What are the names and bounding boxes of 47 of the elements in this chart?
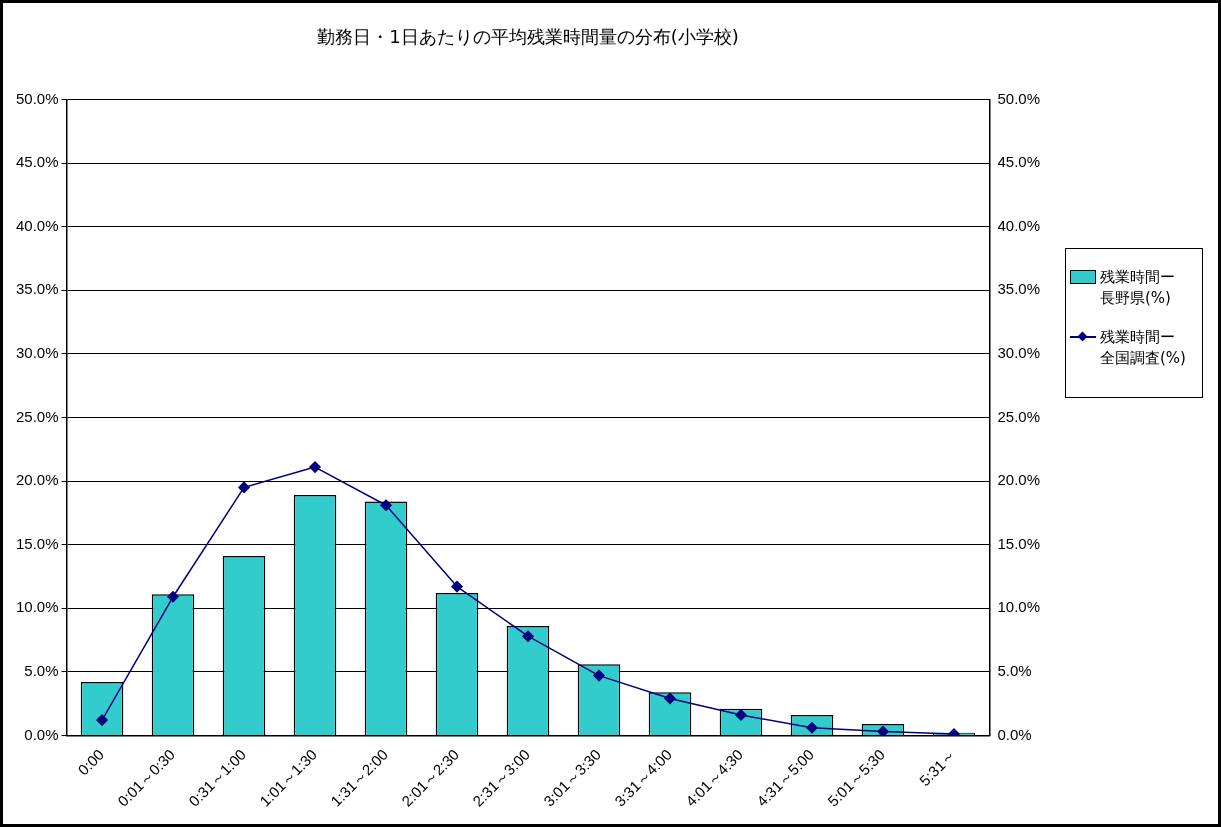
y-tick-label: 15.0% — [15, 534, 59, 552]
y-tick-label: 20.0% — [15, 471, 59, 489]
y-tick-label: 0.0% — [24, 725, 59, 743]
y-tick-label: 5.0% — [24, 661, 59, 679]
point — [877, 725, 889, 736]
x-tick-label: 3:31～4:00 — [611, 745, 676, 810]
point — [309, 461, 321, 473]
y-tick-label: 50.0% — [15, 89, 59, 107]
y-tick-label: 30.0% — [15, 344, 59, 362]
point — [167, 591, 179, 603]
y-tick-label: 25.0% — [15, 407, 59, 425]
point — [451, 580, 463, 593]
x-tick-label: 0:01～0:30 — [114, 745, 179, 810]
legend-label: 残業時間ー全国調査(%) — [1100, 327, 1187, 369]
y2-tick-label: 50.0% — [997, 89, 1041, 107]
chart-title: 勤務日・1日あたりの平均残業時間量の分布(小学校) — [317, 26, 739, 48]
x-tick-label: 5:31～ — [915, 745, 960, 790]
y2-tick-label: 15.0% — [997, 534, 1041, 552]
point — [735, 709, 747, 721]
point — [380, 499, 392, 511]
y2-tick-label: 35.0% — [997, 280, 1041, 298]
y-tick-label: 10.0% — [15, 598, 59, 616]
y-tick-label: 45.0% — [15, 153, 59, 171]
point — [664, 692, 676, 705]
x-tick-label: 3:01～3:30 — [540, 745, 605, 810]
y-tick-label: 35.0% — [15, 280, 59, 298]
x-tick-label: 0:00 — [74, 745, 108, 779]
y2-tick-label: 30.0% — [997, 344, 1041, 362]
x-tick-label: 4:01～4:30 — [682, 745, 747, 810]
x-tick-label: 0:31～1:00 — [185, 745, 250, 810]
y-tick-label: 40.0% — [15, 216, 59, 234]
x-tick-label: 2:31～3:00 — [469, 745, 534, 810]
legend-label: 残業時間ー長野県(%) — [1100, 267, 1176, 309]
x-tick-label: 5:01～5:30 — [824, 745, 889, 810]
point — [593, 669, 605, 682]
x-tick-label: 4:31～5:00 — [753, 745, 818, 810]
y2-tick-label: 20.0% — [997, 471, 1041, 489]
y2-tick-label: 5.0% — [997, 661, 1032, 679]
y2-tick-label: 40.0% — [997, 216, 1041, 234]
x-tick-label: 1:01～1:30 — [256, 745, 321, 810]
point — [96, 714, 108, 726]
y2-tick-label: 25.0% — [997, 407, 1041, 425]
point — [522, 630, 534, 642]
y2-tick-label: 0.0% — [997, 725, 1032, 743]
point — [238, 481, 250, 494]
y2-tick-label: 45.0% — [997, 153, 1041, 171]
y2-tick-label: 10.0% — [997, 598, 1041, 616]
